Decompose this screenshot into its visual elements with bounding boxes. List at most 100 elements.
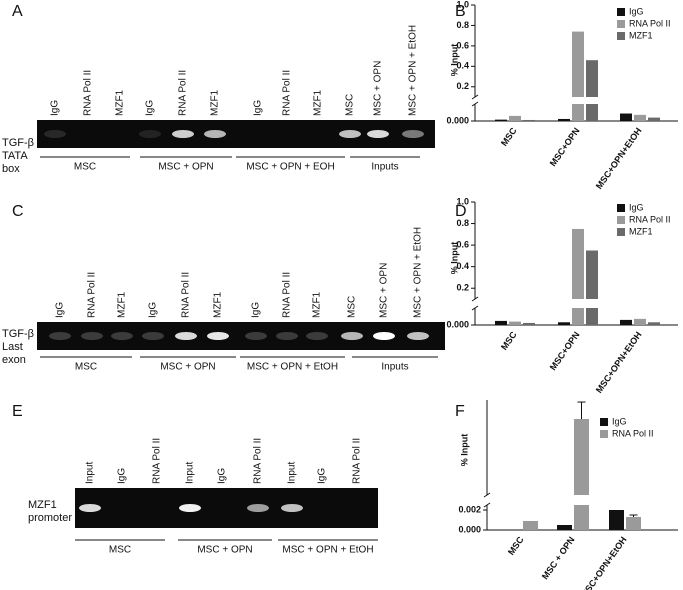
gel-band <box>281 504 303 512</box>
lane-label: MSC <box>345 94 356 116</box>
gel-band <box>276 332 298 340</box>
legend-label: RNA Pol II <box>629 18 671 28</box>
lane-label: RNA Pol II <box>152 438 163 484</box>
lane-label: MZF1 <box>213 291 224 318</box>
x-tick-label: MSC <box>499 125 519 148</box>
gel-band <box>373 332 395 340</box>
gel-band <box>179 504 201 512</box>
panel-label: D <box>455 203 467 220</box>
legend-swatch <box>617 8 625 16</box>
y-tick-label: 0.000 <box>458 524 481 534</box>
lane-label: MSC <box>347 296 358 318</box>
legend-label: IgG <box>612 416 627 426</box>
lane-label: IgG <box>251 302 262 318</box>
bar <box>586 308 598 325</box>
gel-row-label: exon <box>2 354 26 366</box>
lane-label: IgG <box>253 100 264 116</box>
legend-label: MZF1 <box>629 30 653 40</box>
group-label: MSC <box>75 362 97 373</box>
x-tick-label: MSC+OPN+EtOH <box>579 535 629 590</box>
lane-label: MSC + OPN + EtOH <box>413 227 424 318</box>
bar <box>634 318 646 325</box>
lane-label: IgG <box>217 468 228 484</box>
lane-label: MZF1 <box>313 89 324 116</box>
y-axis-title: % Input <box>449 242 459 275</box>
y-tick-label: 1.0 <box>456 0 469 9</box>
lane-label: RNA Pol II <box>352 438 363 484</box>
group-label: Inputs <box>371 162 398 173</box>
lane-label: Input <box>85 462 96 484</box>
axis-break <box>483 492 491 498</box>
axis-break <box>471 94 479 100</box>
gel-band <box>402 130 424 138</box>
x-tick-label: MSC <box>499 329 519 352</box>
legend-swatch <box>617 32 625 40</box>
group-label: Inputs <box>381 362 408 373</box>
panel-label: C <box>12 203 24 220</box>
y-tick-label: 1.0 <box>456 196 469 206</box>
bar <box>620 113 632 121</box>
gel-band <box>81 332 103 340</box>
bar <box>558 322 570 325</box>
lane-label: RNA Pol II <box>178 70 189 116</box>
gel-band <box>341 332 363 340</box>
gel-band <box>49 332 71 340</box>
lane-label: IgG <box>148 302 159 318</box>
gel-image <box>75 488 378 528</box>
x-tick-label: MSC+OPN+EtOH <box>594 126 644 191</box>
lane-label: RNA Pol II <box>282 70 293 116</box>
bar <box>626 517 641 530</box>
lane-label: IgG <box>317 468 328 484</box>
gel-band <box>204 130 226 138</box>
lane-label: RNA Pol II <box>83 70 94 116</box>
panel-label: A <box>12 3 23 20</box>
lane-label: MSC + OPN + EtOH <box>408 25 419 116</box>
group-label: MSC + OPN + EtOH <box>247 362 338 373</box>
group-label: MSC <box>74 162 96 173</box>
legend-swatch <box>617 20 625 28</box>
x-tick-label: MSC+OPN <box>548 126 582 168</box>
bar <box>523 521 538 530</box>
lane-label: IgG <box>145 100 156 116</box>
gel-row-label: promoter <box>28 512 72 524</box>
legend-label: IgG <box>629 202 644 212</box>
y-tick-label: 0.8 <box>456 20 469 30</box>
gel-row-label: TGF-β <box>2 328 34 340</box>
y-tick-label: 0.4 <box>456 61 469 71</box>
bar <box>572 31 584 98</box>
legend-swatch <box>617 216 625 224</box>
gel-row-label: TGF-β <box>2 137 34 149</box>
y-tick-label: 0.6 <box>456 40 469 50</box>
lane-label: RNA Pol II <box>87 272 98 318</box>
y-tick-label: 0.000 <box>446 319 469 329</box>
lane-label: Input <box>185 462 196 484</box>
gel-band <box>172 130 194 138</box>
lane-label: MSC + OPN <box>373 61 384 116</box>
lane-label: RNA Pol II <box>181 272 192 318</box>
lane-label: RNA Pol II <box>253 438 264 484</box>
bar <box>586 104 598 121</box>
y-tick-label: 0.8 <box>456 218 469 228</box>
lane-label: MZF1 <box>312 291 323 318</box>
legend-swatch <box>617 228 625 236</box>
bar <box>509 115 521 121</box>
gel-row-label: box <box>2 163 20 175</box>
bar <box>572 308 584 325</box>
lane-label: MZF1 <box>117 291 128 318</box>
y-tick-label: 0.2 <box>456 81 469 91</box>
lane-label: RNA Pol II <box>282 272 293 318</box>
y-tick-label: 0.4 <box>456 261 469 271</box>
panel-label: B <box>455 3 466 20</box>
x-tick-label: MSC + OPN <box>540 535 577 582</box>
y-axis-title: % Input <box>449 44 459 77</box>
axis-break <box>471 296 479 302</box>
gel-band <box>339 130 361 138</box>
legend-label: RNA Pol II <box>612 428 654 438</box>
lane-label: MSC + OPN <box>379 263 390 318</box>
legend-swatch <box>600 430 608 438</box>
bar <box>557 525 572 530</box>
bar <box>572 104 584 121</box>
y-tick-label: 0.6 <box>456 239 469 249</box>
gel-band <box>306 332 328 340</box>
